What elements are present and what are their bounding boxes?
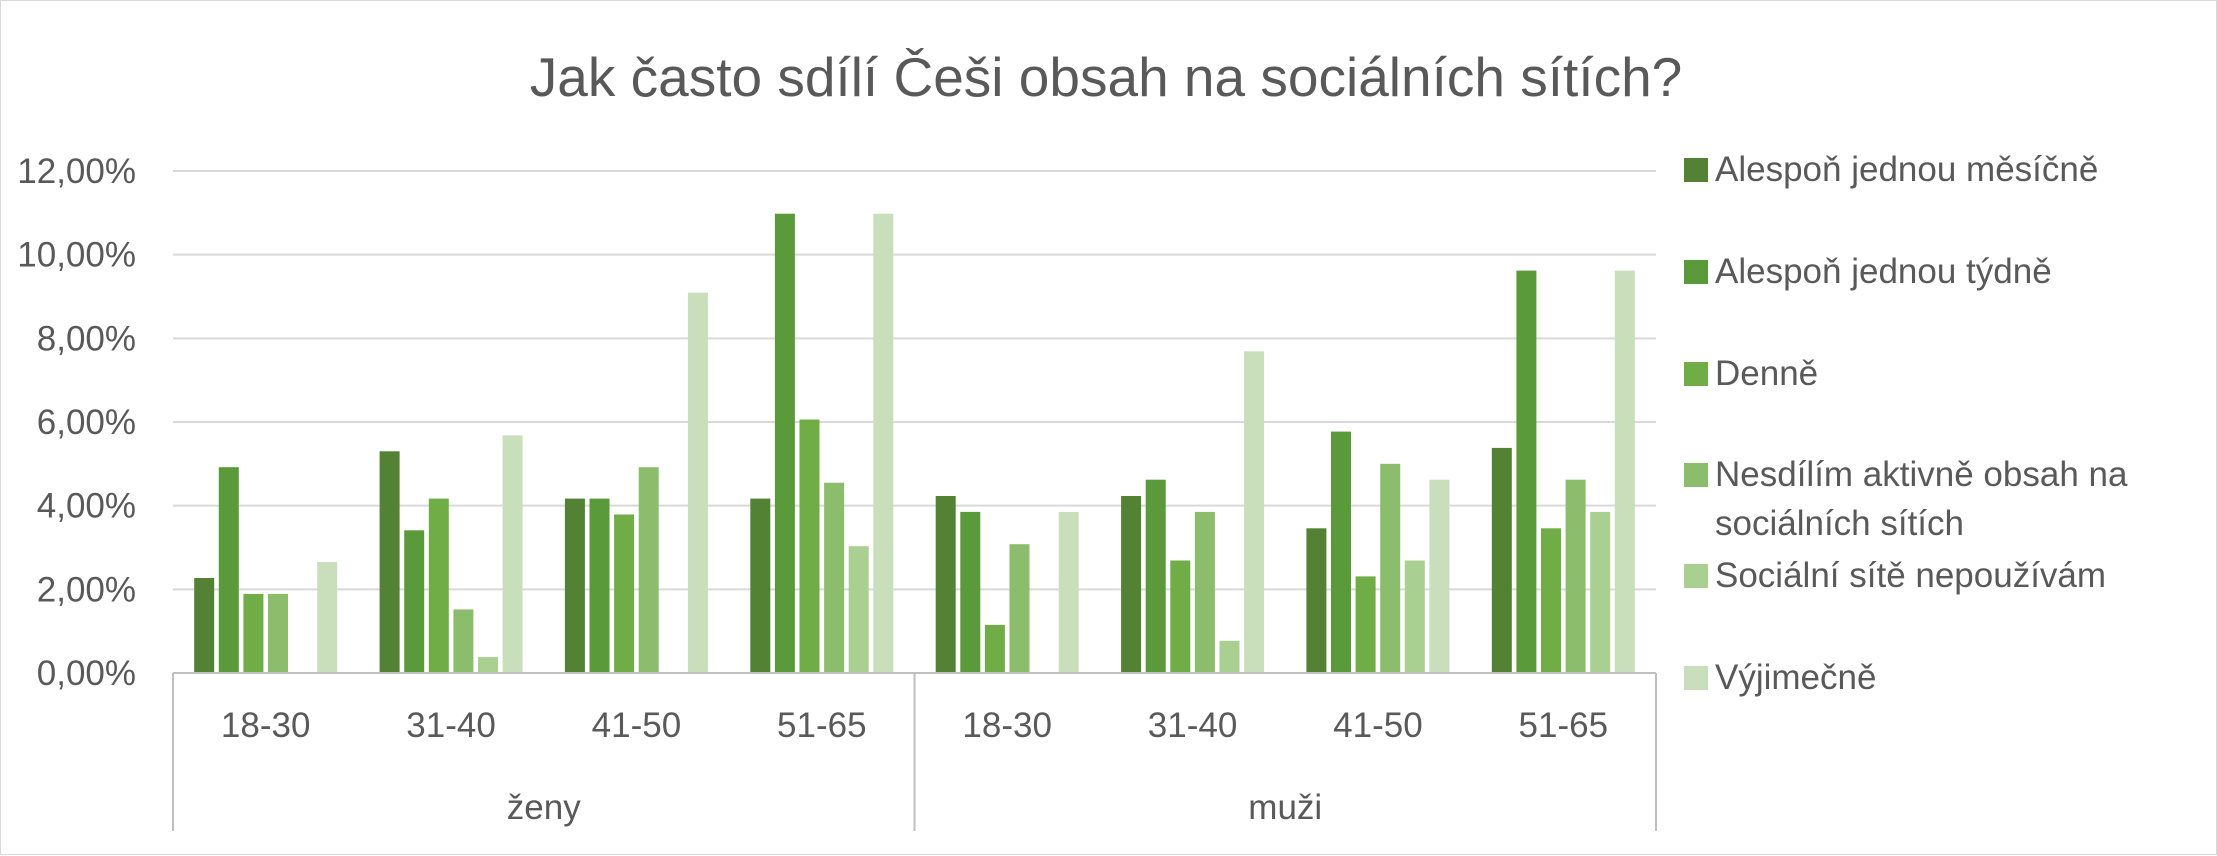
x-tick-label: 41-50 [592,706,682,745]
bar [268,593,288,673]
bar [1516,270,1537,673]
bar [873,213,894,673]
legend-label: sociálních sítích [1715,504,1964,543]
bar [453,609,474,673]
bar [935,496,956,673]
bar [1614,270,1635,673]
y-tick-label: 12,00% [17,152,136,191]
bar [428,498,449,673]
bar [799,419,820,673]
bar [1058,511,1079,673]
bar [1429,479,1450,673]
y-tick-label: 4,00% [37,487,136,526]
bar [317,562,338,673]
bar [564,498,585,673]
bar [1590,511,1611,673]
legend-label: Výjimečně [1715,658,1876,697]
x-tick-label: 51-65 [777,706,867,745]
bar [1404,560,1425,673]
bar [1541,528,1561,673]
y-tick-label: 2,00% [37,570,136,609]
y-tick-label: 6,00% [37,403,136,442]
bar [1565,479,1586,673]
legend-swatch [1684,260,1708,284]
chart-title: Jak často sdílí Češi obsah na sociálních… [530,46,1683,108]
x-tick-label: 18-30 [962,706,1052,745]
x-tick-label: 18-30 [221,706,311,745]
bar [824,482,845,673]
bar [1491,447,1512,673]
bar [478,657,498,673]
bar [1306,528,1327,673]
bar [614,514,635,673]
legend-swatch [1684,158,1708,182]
bar [848,546,869,673]
legend: Alespoň jednou měsíčně Alespoň jednou týd… [1684,150,2128,697]
bar [687,292,708,673]
bar [1121,496,1142,673]
bar [1194,511,1215,673]
bars-layer [194,213,1635,673]
bar [404,530,425,673]
bar [774,213,795,673]
bar [1219,640,1240,673]
x-tick-label: 41-50 [1333,706,1423,745]
legend-label: Nesdílím aktivně obsah na [1715,455,2128,494]
legend-label: Alespoň jednou měsíčně [1715,150,2098,189]
x-tick-label: 31-40 [406,706,496,745]
x-group-label: muži [1248,788,1322,827]
bar [1170,560,1191,673]
bar [1380,463,1401,673]
bar [960,511,981,673]
legend-label: Denně [1715,354,1818,393]
bar [1009,544,1030,673]
bar [502,435,523,673]
legend-swatch [1684,564,1708,588]
bar [1244,351,1265,673]
bar [589,498,610,673]
bar [1145,479,1166,673]
legend-swatch [1684,362,1708,386]
y-tick-label: 10,00% [17,236,136,275]
x-tick-label: 31-40 [1148,706,1238,745]
bar [218,467,239,673]
bar [379,451,400,673]
legend-swatch [1684,463,1708,487]
x-group-label: ženy [507,788,581,827]
bar [243,593,264,673]
y-tick-label: 0,00% [37,654,136,693]
axis-layer: 0,00% 2,00% 4,00% 6,00% 8,00% 10,00% 12,00% 18-… [17,152,1657,831]
legend-label: Sociální sítě nepoužívám [1715,556,2106,595]
bar [638,467,659,673]
bar [984,624,1005,673]
legend-label: Alespoň jednou týdně [1715,252,2052,291]
bar [750,498,771,673]
legend-swatch [1684,666,1708,690]
bar [1331,431,1351,673]
bar [194,578,215,673]
x-tick-label: 51-65 [1519,706,1609,745]
y-tick-label: 8,00% [37,319,136,358]
bar [1355,576,1376,673]
